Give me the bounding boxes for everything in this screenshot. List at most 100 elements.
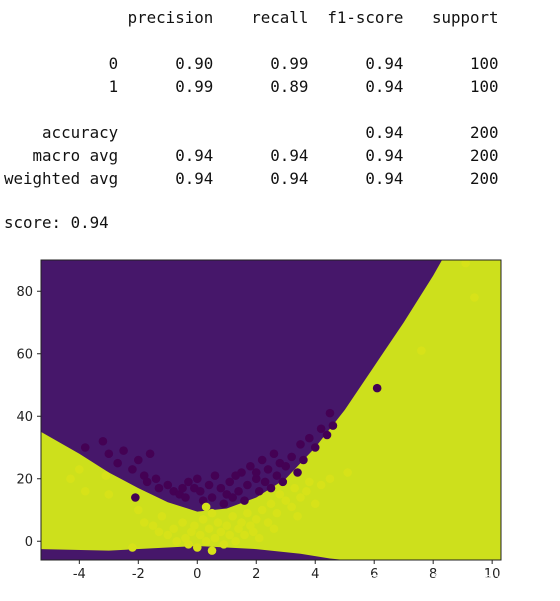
data-point-class-1	[251, 515, 261, 524]
data-point-class-0	[184, 477, 193, 487]
data-point-class-1	[172, 536, 181, 546]
data-point-class-1	[281, 496, 291, 505]
data-point-class-0	[293, 468, 302, 477]
data-point-class-0	[254, 486, 264, 496]
data-point-class-0	[257, 455, 267, 465]
data-point-class-1	[302, 486, 311, 496]
data-point-class-1	[305, 477, 314, 487]
data-point-class-0	[204, 480, 214, 490]
data-point-class-0	[372, 383, 382, 393]
data-point-class-1	[192, 543, 202, 552]
data-point-class-1	[263, 518, 273, 527]
data-point-class-1	[198, 515, 208, 524]
data-point-class-1	[139, 518, 149, 527]
region-class-0-lower	[41, 545, 345, 560]
data-point-class-0	[195, 486, 205, 496]
data-point-class-0	[287, 452, 296, 462]
data-point-class-0	[251, 474, 261, 484]
x-tick-label: -4	[73, 567, 86, 582]
x-tick-label: 8	[429, 567, 437, 582]
data-point-class-1	[207, 508, 217, 518]
data-point-class-1	[201, 536, 211, 546]
data-point-class-1	[178, 518, 187, 527]
data-point-class-1	[157, 511, 167, 521]
data-point-class-1	[290, 483, 299, 493]
y-tick-label: 20	[16, 472, 33, 487]
y-tick-label: 80	[16, 285, 33, 300]
data-point-class-1	[225, 530, 235, 540]
data-point-class-0	[181, 493, 190, 502]
data-point-class-0	[234, 486, 243, 496]
data-point-class-1	[296, 493, 305, 502]
data-point-class-0	[305, 433, 314, 443]
x-tick-label: 2	[252, 567, 260, 582]
plot-area	[41, 260, 501, 560]
data-point-class-1	[75, 465, 84, 474]
x-tick-label: 6	[370, 567, 378, 582]
data-point-class-0	[231, 471, 240, 480]
data-point-class-0	[104, 449, 114, 459]
data-point-class-0	[322, 430, 332, 440]
data-point-class-1	[343, 468, 352, 477]
data-point-class-1	[237, 518, 246, 527]
y-tick-label: 40	[16, 410, 33, 425]
data-point-class-1	[272, 508, 282, 518]
x-tick-label: 10	[484, 567, 501, 582]
data-point-class-0	[207, 493, 217, 502]
x-tick-label: 4	[311, 567, 319, 582]
data-point-class-1	[470, 293, 479, 302]
data-point-class-1	[204, 524, 214, 534]
data-point-class-0	[281, 461, 291, 471]
data-point-class-1	[266, 499, 276, 509]
data-point-class-0	[192, 474, 202, 484]
data-point-class-1	[210, 533, 220, 543]
data-point-class-0	[316, 424, 326, 434]
data-point-class-1	[163, 530, 173, 540]
data-point-class-0	[296, 440, 305, 449]
data-point-class-0	[151, 474, 161, 484]
y-tick-label: 0	[25, 535, 33, 550]
data-point-class-0	[228, 493, 237, 502]
data-point-class-0	[272, 471, 282, 480]
data-point-class-1	[316, 480, 326, 490]
data-point-class-0	[163, 480, 173, 490]
data-point-class-1	[184, 540, 193, 549]
data-point-class-0	[128, 465, 137, 474]
data-point-class-0	[216, 483, 226, 493]
classification-report: precision recall f1-score support 0 0.90…	[4, 8, 499, 188]
data-point-class-1	[228, 511, 237, 521]
data-point-class-0	[145, 449, 155, 459]
data-point-class-0	[243, 480, 252, 490]
data-point-class-1	[231, 536, 240, 546]
data-point-class-1	[293, 511, 302, 521]
data-point-class-0	[260, 477, 270, 487]
data-point-class-1	[169, 524, 178, 534]
data-point-class-1	[128, 543, 137, 552]
data-point-class-0	[251, 468, 261, 477]
data-point-class-1	[417, 346, 426, 355]
data-point-class-1	[222, 521, 232, 530]
data-point-class-0	[246, 461, 255, 471]
data-point-class-0	[154, 483, 164, 493]
data-point-class-0	[225, 477, 235, 487]
data-point-class-0	[278, 477, 288, 487]
data-point-class-1	[201, 502, 211, 512]
data-point-class-0	[210, 471, 220, 480]
data-point-class-1	[287, 502, 296, 512]
data-point-class-0	[131, 493, 140, 502]
data-point-class-1	[254, 533, 264, 543]
data-point-class-1	[101, 471, 111, 480]
data-point-class-1	[80, 486, 90, 496]
data-point-class-1	[148, 521, 158, 530]
data-point-class-0	[325, 408, 335, 418]
data-point-class-1	[219, 540, 229, 549]
score-text: score: 0.94	[4, 213, 109, 232]
decision-boundary-plot: -4 -2 0 2 4 6 8 10 0 20 40 60 80	[16, 259, 502, 582]
data-point-class-1	[207, 546, 217, 555]
y-tick-label: 60	[16, 347, 33, 362]
data-point-class-1	[310, 499, 320, 509]
data-point-class-1	[257, 505, 267, 515]
data-point-class-1	[195, 530, 205, 540]
data-point-class-1	[134, 505, 143, 515]
data-point-class-0	[80, 443, 90, 452]
